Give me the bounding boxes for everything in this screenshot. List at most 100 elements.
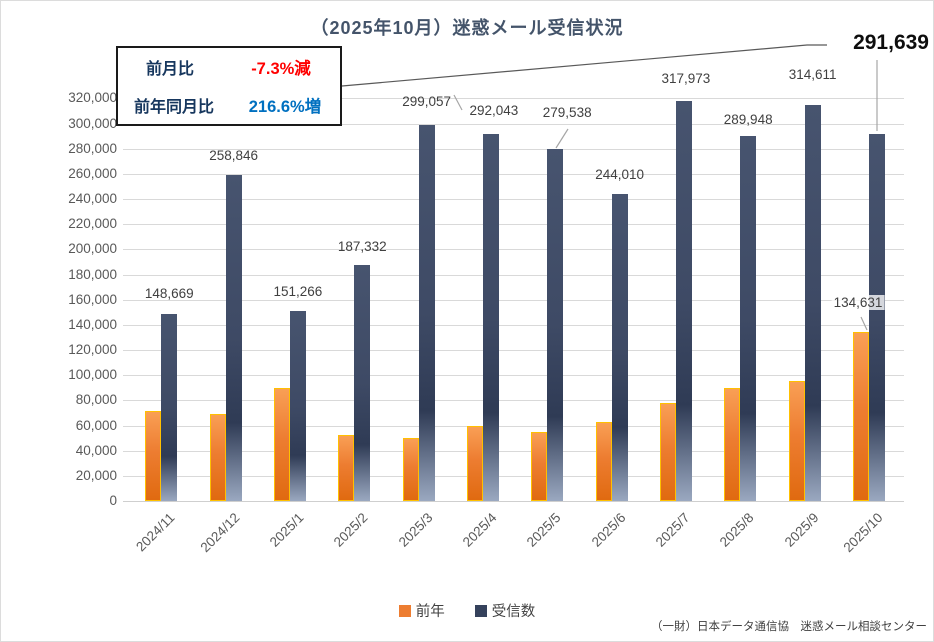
- bar-prev-year-2025/2: [338, 435, 355, 501]
- y-axis-tick-label: 300,000: [68, 115, 117, 131]
- legend-item-prev-year: 前年: [398, 600, 445, 621]
- y-axis-tick-label: 320,000: [68, 90, 117, 106]
- x-axis-label-2024/12: 2024/12: [197, 510, 243, 556]
- y-gridline: [123, 148, 904, 150]
- label-leader-299057: [453, 94, 463, 111]
- y-gridline: [123, 450, 904, 452]
- prev-month-label: 前月比: [145, 61, 194, 78]
- legend-label-received: 受信数: [491, 604, 536, 620]
- bar-prev-year-2025/7: [659, 402, 676, 501]
- bar-value-label-2024/11: 148,669: [144, 285, 194, 301]
- y-axis-tick-label: 120,000: [68, 342, 117, 357]
- y-axis-tick-label: 280,000: [68, 140, 117, 156]
- bar-prev-year-2024/12: [209, 414, 226, 501]
- bar-received-2025/7: [675, 100, 692, 501]
- y-axis-tick-label: 20,000: [75, 467, 117, 483]
- y-gridline: [123, 274, 904, 276]
- y-axis-tick-label: 100,000: [68, 367, 117, 383]
- x-axis-label-2025/8: 2025/8: [716, 510, 757, 550]
- x-axis-label-2025/6: 2025/6: [588, 510, 629, 550]
- bar-prev-year-2025/5: [531, 432, 548, 501]
- y-axis-tick-label: 160,000: [68, 291, 117, 307]
- y-gridline: [123, 199, 904, 200]
- y-axis-tick-label: 220,000: [68, 216, 117, 232]
- bar-value-label-2024/12: 258,846: [209, 148, 258, 164]
- callout-diagonal-line: [341, 44, 808, 87]
- y-gridline: [123, 123, 904, 125]
- bar-value-label-2025/4: 292,043: [469, 102, 519, 118]
- comparison-info-box: 前月比 -7.3%減 前年同月比 216.6%増: [116, 46, 342, 126]
- bar-prev-year-2025/6: [595, 422, 612, 501]
- yoy-value: 216.6%増: [248, 98, 322, 116]
- x-axis-label-2025/9: 2025/9: [781, 510, 822, 550]
- x-axis-label-2025/7: 2025/7: [652, 510, 693, 550]
- legend-swatch-prev-year: [398, 604, 411, 617]
- yoy-label: 前年同月比: [133, 99, 214, 116]
- y-gridline: [123, 98, 904, 100]
- prev-month-value: -7.3%減: [251, 60, 311, 78]
- x-axis-label-2025/4: 2025/4: [459, 510, 500, 550]
- bar-prev-year-2024/11: [145, 410, 162, 501]
- y-gridline: [123, 224, 904, 226]
- legend-item-received: 受信数: [474, 600, 536, 621]
- bar-prev-year-2025/3: [402, 437, 419, 501]
- chart-title: （2025年10月）迷惑メール受信状況: [310, 18, 624, 38]
- bar-received-2024/11: [161, 313, 178, 501]
- y-gridline: [123, 400, 904, 402]
- bar-value-label-2025/9: 314,611: [788, 67, 837, 83]
- y-gridline: [123, 173, 904, 175]
- bar-received-2025/9: [804, 105, 821, 501]
- x-axis-label-2024/11: 2024/11: [133, 510, 178, 555]
- bar-received-2024/12: [225, 175, 242, 501]
- bar-prev-year-2025/10: [852, 331, 869, 501]
- bar-value-label-2025/8: 289,948: [723, 112, 773, 128]
- y-gridline: [123, 249, 904, 251]
- y-axis-tick-label: 140,000: [68, 316, 117, 332]
- bar-value-label-2025/5: 279,538: [542, 105, 592, 121]
- bar-value-label-2025/1: 151,266: [273, 283, 323, 299]
- bar-value-label-2025/7: 317,973: [661, 70, 711, 86]
- y-axis-tick-label: 240,000: [68, 191, 117, 206]
- bar-value-label-2025/6: 244,010: [595, 166, 644, 182]
- bar-received-2025/3: [418, 124, 435, 501]
- x-axis-label-2025/5: 2025/5: [523, 510, 564, 550]
- bar-received-2025/2: [354, 265, 371, 501]
- y-axis-tick-label: 180,000: [68, 266, 117, 282]
- y-gridline: [123, 425, 904, 427]
- y-axis-tick-label: 40,000: [75, 442, 117, 458]
- bar-prev-year-2025/8: [724, 387, 741, 501]
- y-gridline: [123, 350, 904, 351]
- x-axis-label-2025/3: 2025/3: [395, 510, 436, 550]
- prev-year-value-label-2025-10: 134,631: [831, 295, 885, 310]
- bar-prev-year-2025/9: [788, 381, 805, 501]
- y-gridline: [123, 475, 904, 477]
- bar-received-2025/5: [547, 149, 564, 501]
- legend-swatch-received: [474, 604, 487, 617]
- prev-month-row: 前月比 -7.3%減: [118, 49, 340, 85]
- source-attribution: （一財）日本データ通信協 迷惑メール相談センター: [651, 621, 927, 633]
- bar-received-2025/6: [611, 193, 628, 501]
- label-leader-279538: [555, 128, 569, 149]
- bar-received-2025/10: [868, 134, 885, 501]
- yoy-row: 前年同月比 216.6%増: [118, 87, 340, 123]
- x-axis-line: [123, 501, 904, 502]
- chart-legend: 前年 受信数: [1, 600, 933, 621]
- bar-prev-year-2025/4: [466, 426, 483, 501]
- bar-received-2025/1: [289, 310, 306, 501]
- y-gridline: [123, 324, 904, 326]
- y-axis-tick-label: 80,000: [75, 392, 117, 408]
- y-axis-tick-label: 260,000: [68, 165, 117, 181]
- x-axis-label-2025/10: 2025/10: [840, 510, 886, 556]
- bar-received-2025/4: [482, 133, 499, 501]
- y-axis-tick-label: 200,000: [68, 241, 117, 257]
- y-axis-tick-label: 0: [109, 493, 117, 508]
- legend-label-prev-year: 前年: [415, 604, 445, 620]
- highlight-value-label: 291,639: [853, 31, 929, 54]
- y-gridline: [123, 375, 904, 377]
- x-axis-label-2025/2: 2025/2: [331, 510, 371, 550]
- bar-received-2025/8: [740, 136, 757, 501]
- bar-value-label-2025/3: 299,057: [402, 93, 451, 109]
- x-axis-label-2025/1: 2025/1: [266, 510, 307, 550]
- bar-prev-year-2025/1: [273, 387, 290, 501]
